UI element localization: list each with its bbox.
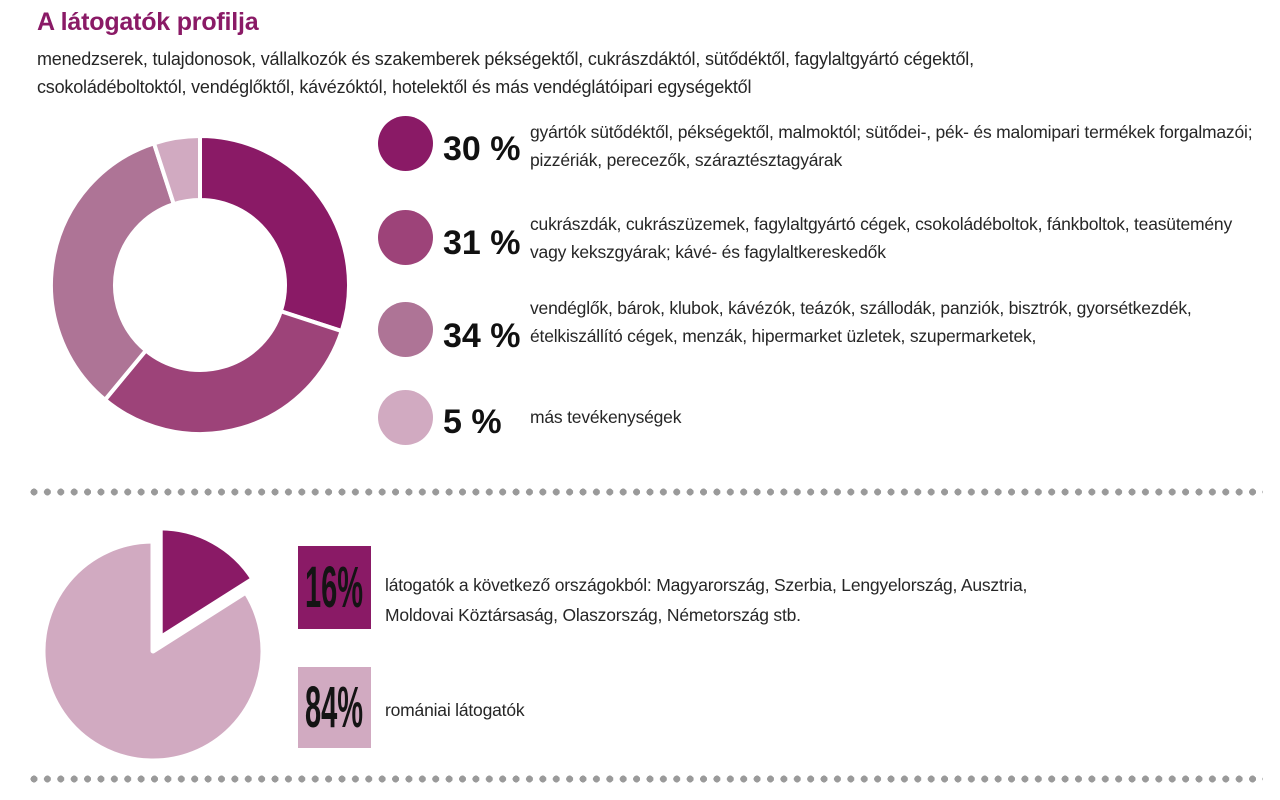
- pie-slice-16pct: [157, 525, 256, 641]
- legend-percent-label: 34 %: [443, 317, 521, 355]
- square-percent-label: 84%: [305, 674, 364, 740]
- legend-swatch-circle-31pct: [378, 210, 433, 265]
- legend-swatch-circle-30pct: [378, 116, 433, 171]
- legend-swatch-circle-5pct: [378, 390, 433, 445]
- legend-description: vendéglők, bárok, klubok, kávézók, teázó…: [530, 298, 1192, 346]
- page-subtitle: menedzserek, tulajdonosok, vállalkozók é…: [37, 45, 1217, 101]
- page-title: A látogatók profilja: [37, 8, 259, 36]
- subtitle-line-1: menedzserek, tulajdonosok, vállalkozók é…: [37, 49, 974, 69]
- legend-swatch-square-84pct: 84%: [298, 667, 371, 748]
- donut-segment-31pct: [102, 308, 345, 436]
- legend-swatch-circle-34pct: [378, 302, 433, 357]
- legend-description: látogatók a következő országokból: Magya…: [385, 575, 1028, 625]
- donut-segment-34pct: [49, 140, 177, 403]
- pie-slice-84pct: [40, 538, 266, 764]
- donut-segment-30pct: [198, 133, 351, 334]
- legend-percent-label: 31 %: [443, 224, 521, 262]
- dotted-divider-top: [30, 488, 1263, 496]
- legend-description: romániai látogatók: [385, 700, 525, 720]
- visitor-activity-donut-chart: [49, 133, 351, 436]
- dotted-divider-bottom: [30, 775, 1263, 783]
- square-percent-label: 16%: [305, 554, 364, 620]
- legend-percent-label: 30 %: [443, 130, 521, 168]
- legend-description: cukrászdák, cukrászüzemek, fagylaltgyárt…: [530, 214, 1233, 262]
- visitor-country-pie-chart: [40, 525, 266, 764]
- subtitle-line-2: csokoládéboltoktól, vendéglőktől, kávézó…: [37, 77, 752, 97]
- donut-segment-5pct: [151, 133, 202, 207]
- legend-percent-label: 5 %: [443, 403, 502, 441]
- legend-description: más tevékenységek: [530, 407, 682, 427]
- legend-description: gyártók sütődéktől, pékségektől, malmokt…: [530, 122, 1253, 170]
- legend-swatch-square-16pct: 16%: [298, 546, 371, 629]
